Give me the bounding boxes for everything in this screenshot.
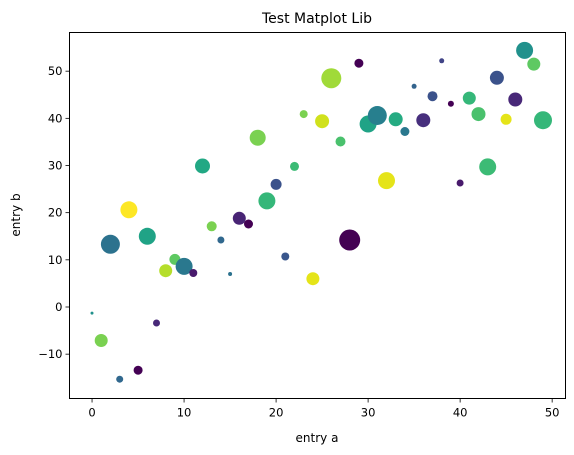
- x-tick-label: 40: [453, 406, 468, 420]
- scatter-point: [90, 311, 94, 315]
- scatter-point: [281, 252, 290, 261]
- scatter-point: [516, 41, 534, 59]
- x-axis-ticks: 0 10 20 30 40 50: [88, 398, 560, 420]
- scatter-point: [299, 110, 308, 119]
- scatter-point: [206, 221, 217, 232]
- scatter-point: [500, 113, 512, 125]
- scatter-point: [189, 269, 198, 277]
- scatter-point: [306, 272, 320, 286]
- scatter-point: [508, 92, 523, 107]
- scatter-point: [228, 272, 233, 276]
- y-tick-label: 40: [48, 111, 63, 125]
- scatter-point: [249, 129, 266, 146]
- scatter-point: [416, 113, 431, 128]
- x-tick-label: 20: [269, 406, 284, 420]
- scatter-point: [116, 375, 124, 383]
- chart-title: Test Matplot Lib: [261, 11, 372, 27]
- scatter-point: [400, 127, 410, 136]
- scatter-point: [270, 178, 282, 190]
- scatter-point: [232, 211, 246, 225]
- scatter-points: [90, 41, 552, 383]
- scatter-point: [447, 100, 454, 107]
- x-tick-label: 30: [361, 406, 376, 420]
- scatter-point: [94, 334, 108, 347]
- x-tick-label: 10: [177, 406, 192, 420]
- scatter-point: [290, 161, 299, 171]
- scatter-point: [534, 111, 552, 130]
- y-tick-label: 0: [55, 300, 62, 314]
- scatter-point: [138, 227, 156, 245]
- scatter-point: [354, 58, 364, 68]
- scatter-point: [244, 219, 253, 229]
- scatter-point: [439, 58, 445, 64]
- scatter-point: [217, 236, 225, 244]
- scatter-point: [195, 158, 210, 174]
- scatter-point: [100, 234, 120, 254]
- x-tick-label: 50: [545, 406, 560, 420]
- scatter-point: [462, 91, 476, 105]
- scatter-point: [258, 192, 276, 210]
- x-axis-label: entry a: [296, 431, 339, 445]
- y-tick-label: 10: [48, 253, 63, 267]
- y-tick-label: 30: [48, 159, 63, 173]
- scatter-point: [335, 136, 346, 147]
- scatter-point: [471, 107, 486, 122]
- scatter-point: [153, 319, 160, 327]
- y-tick-label: 50: [48, 64, 63, 78]
- plot-frame: [69, 32, 566, 399]
- scatter-point: [479, 158, 497, 176]
- scatter-point: [378, 172, 395, 190]
- scatter-point: [321, 68, 342, 89]
- scatter-point: [527, 57, 541, 71]
- scatter-point: [456, 179, 464, 187]
- scatter-point: [175, 257, 193, 275]
- y-axis-label: entry b: [9, 193, 23, 236]
- scatter-point: [159, 264, 173, 278]
- scatter-point: [427, 91, 438, 102]
- scatter-point: [388, 112, 403, 127]
- scatter-point: [411, 83, 417, 89]
- scatter-point: [315, 114, 330, 129]
- scatter-point: [133, 365, 143, 375]
- scatter-point: [339, 229, 361, 251]
- y-tick-label: 20: [48, 206, 63, 220]
- scatter-point: [489, 70, 504, 85]
- scatter-point: [367, 106, 387, 125]
- y-axis-ticks: −10 0 10 20 30 40 50: [38, 64, 70, 361]
- x-tick-label: 0: [88, 406, 95, 420]
- y-tick-label: −10: [38, 347, 62, 361]
- scatter-point: [120, 201, 138, 219]
